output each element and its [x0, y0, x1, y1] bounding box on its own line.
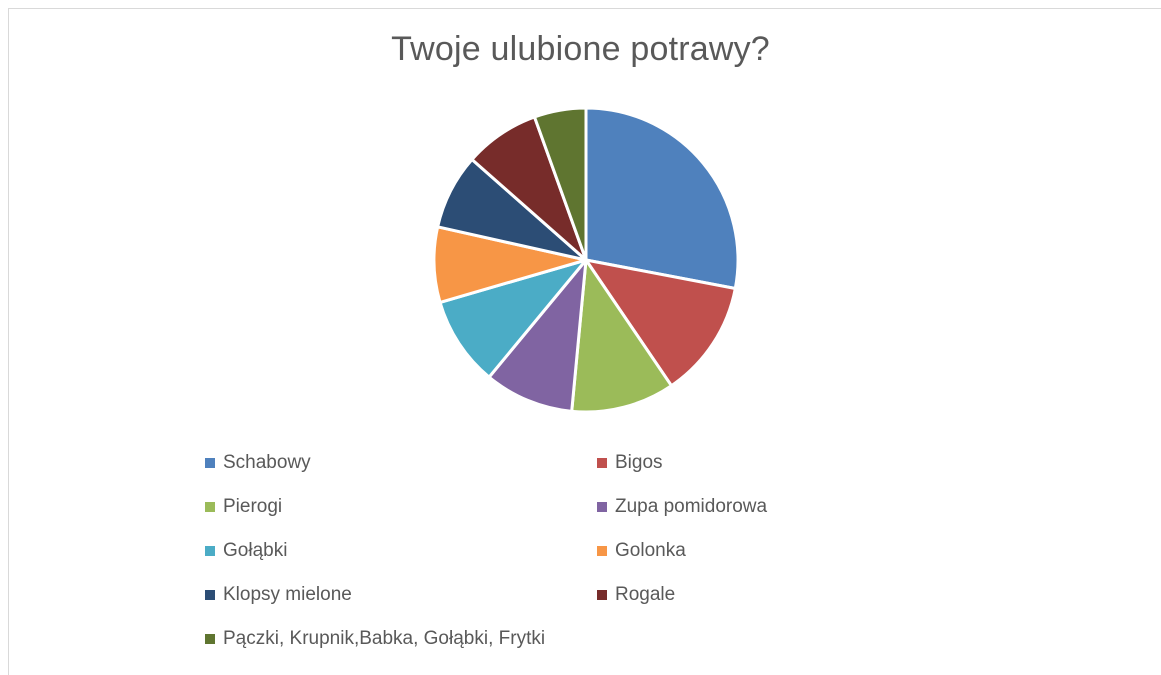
legend-swatch — [205, 634, 215, 644]
chart-title: Twoje ulubione potrawy? — [391, 30, 770, 68]
legend-swatch — [205, 546, 215, 556]
legend-swatch — [597, 546, 607, 556]
legend-label: Pierogi — [223, 496, 283, 517]
legend-item-7: Rogale — [597, 584, 675, 606]
pie-slice-4 — [438, 258, 588, 379]
legend-label: Klopsy mielone — [223, 584, 352, 605]
legend-swatch — [205, 458, 215, 468]
legend-item-8: Pączki, Krupnik,Babka, Gołąbki, Frytki — [205, 628, 545, 650]
legend-item-0: Schabowy — [205, 452, 311, 474]
pie-slices — [432, 106, 740, 414]
legend-item-6: Klopsy mielone — [205, 584, 352, 606]
pie-slice-0 — [584, 106, 740, 290]
legend-label: Bigos — [615, 452, 663, 473]
legend-item-4: Gołąbki — [205, 540, 287, 562]
legend-swatch — [205, 590, 215, 600]
legend-swatch — [597, 458, 607, 468]
legend-label: Pączki, Krupnik,Babka, Gołąbki, Frytki — [223, 628, 546, 649]
pie-slice-2 — [570, 258, 673, 414]
pie-slice-3 — [487, 258, 588, 413]
legend-label: Golonka — [615, 540, 686, 561]
chart-frame — [8, 8, 1161, 675]
pie-slice-8 — [533, 106, 588, 262]
legend-swatch — [597, 590, 607, 600]
legend-label: Schabowy — [223, 452, 311, 473]
legend-swatch — [205, 502, 215, 512]
legend-swatch — [597, 502, 607, 512]
legend-item-2: Pierogi — [205, 496, 282, 518]
legend-item-5: Golonka — [597, 540, 686, 562]
legend-label: Gołąbki — [223, 540, 288, 561]
pie-slice-1 — [584, 258, 737, 388]
legend-item-3: Zupa pomidorowa — [597, 496, 767, 518]
legend-label: Zupa pomidorowa — [615, 496, 768, 517]
legend-label: Rogale — [615, 584, 676, 605]
legend-item-1: Bigos — [597, 452, 663, 474]
